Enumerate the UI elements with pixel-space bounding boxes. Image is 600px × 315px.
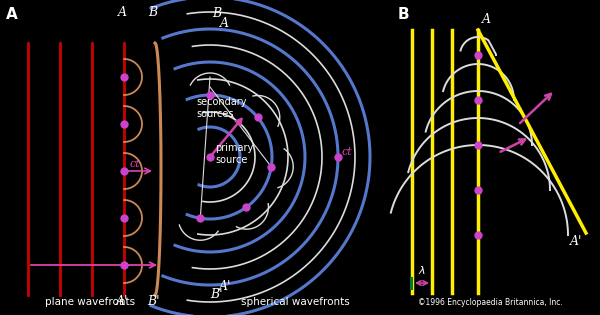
Text: ct: ct (130, 159, 141, 169)
Text: A: A (118, 6, 127, 19)
Text: A: A (220, 17, 229, 30)
Text: spherical wavefronts: spherical wavefronts (241, 297, 349, 307)
Text: B': B' (210, 288, 223, 301)
Text: A': A' (569, 235, 582, 248)
Text: B': B' (147, 295, 159, 308)
Text: B: B (212, 7, 221, 20)
Text: A: A (6, 7, 18, 22)
Text: ©1996 Encyclopaedia Britannica, Inc.: ©1996 Encyclopaedia Britannica, Inc. (418, 298, 562, 307)
Text: plane wavefronts: plane wavefronts (45, 297, 135, 307)
Text: primary
source: primary source (215, 143, 253, 165)
Text: B: B (398, 7, 410, 22)
Text: A': A' (116, 295, 128, 308)
Text: secondary
sources: secondary sources (196, 97, 247, 119)
Text: ct: ct (342, 147, 353, 157)
Text: B: B (148, 6, 158, 19)
Text: A: A (482, 13, 491, 26)
Text: A': A' (219, 280, 232, 293)
Text: $\lambda$: $\lambda$ (418, 264, 425, 276)
